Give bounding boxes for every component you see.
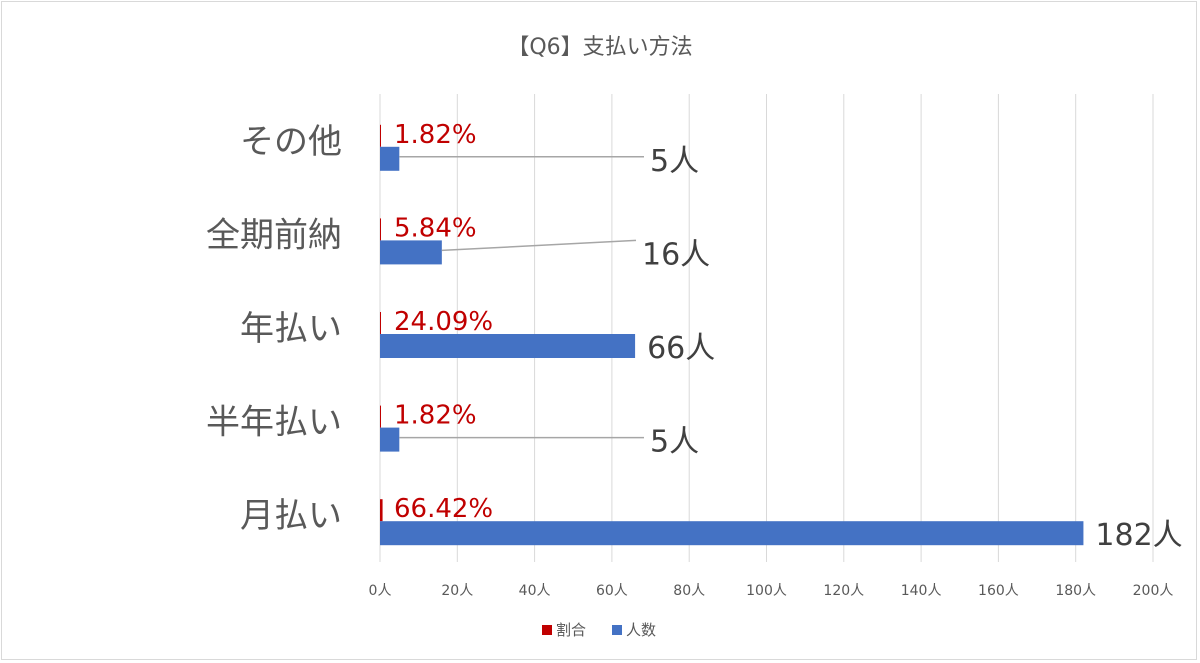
- x-tick-label: 160人: [978, 583, 1019, 599]
- x-tick-label: 200人: [1133, 583, 1174, 599]
- legend-label: 人数: [626, 621, 656, 639]
- gridlines: [379, 94, 1154, 562]
- bar-count: [380, 240, 442, 265]
- data-labels: 1.82% 5人 5.84% 16人 24.09% 66人 1.82% 5人 66.42% 182…: [394, 120, 1183, 553]
- category-label: その他: [240, 122, 342, 162]
- bar-percentage: [380, 124, 381, 147]
- count-label: 5人: [650, 144, 699, 179]
- percentage-label: 66.42%: [394, 494, 493, 524]
- bar-percentage: [380, 218, 381, 241]
- x-tick-label: 140人: [901, 583, 942, 599]
- x-axis-ticks: 0人 20人 40人 60人 80人 100人 120人 140人 160人 180人 200人: [369, 583, 1174, 599]
- category-label: 半年払い: [206, 403, 342, 443]
- x-tick-label: 60人: [596, 583, 628, 599]
- percentage-label: 24.09%: [394, 307, 493, 337]
- bar-count: [380, 427, 400, 452]
- bar-count: [380, 334, 636, 358]
- count-label: 5人: [650, 425, 699, 460]
- category-label: 月払い: [240, 496, 342, 536]
- legend-swatch: [612, 625, 622, 635]
- count-label: 66人: [647, 331, 715, 366]
- x-tick-label: 80人: [673, 583, 705, 599]
- x-tick-label: 120人: [823, 583, 864, 599]
- legend-label: 割合: [556, 621, 586, 639]
- count-label: 16人: [642, 237, 710, 272]
- leader-lines: [399, 156, 644, 439]
- percentage-label: 1.82%: [394, 401, 477, 431]
- bar-count: [380, 521, 1084, 546]
- bar-percentage: [380, 405, 381, 428]
- x-tick-label: 40人: [519, 583, 551, 599]
- x-tick-label: 180人: [1055, 583, 1096, 599]
- percentage-label: 5.84%: [394, 213, 477, 243]
- chart-title: 【Q6】支払い方法: [507, 35, 692, 60]
- bar-percentage: [380, 312, 381, 334]
- bars: [380, 124, 1084, 546]
- category-label: 全期前納: [206, 215, 342, 255]
- bar-percentage: [380, 499, 383, 522]
- percentage-label: 1.82%: [394, 120, 477, 150]
- category-label: 年払い: [240, 309, 342, 349]
- legend-swatch: [542, 625, 552, 635]
- x-tick-label: 100人: [746, 583, 787, 599]
- count-label: 182人: [1095, 518, 1182, 553]
- leader-line: [441, 239, 637, 252]
- bar-count: [380, 146, 400, 171]
- legend: 割合 人数: [542, 621, 656, 639]
- x-tick-label: 0人: [369, 583, 392, 599]
- x-tick-label: 20人: [441, 583, 473, 599]
